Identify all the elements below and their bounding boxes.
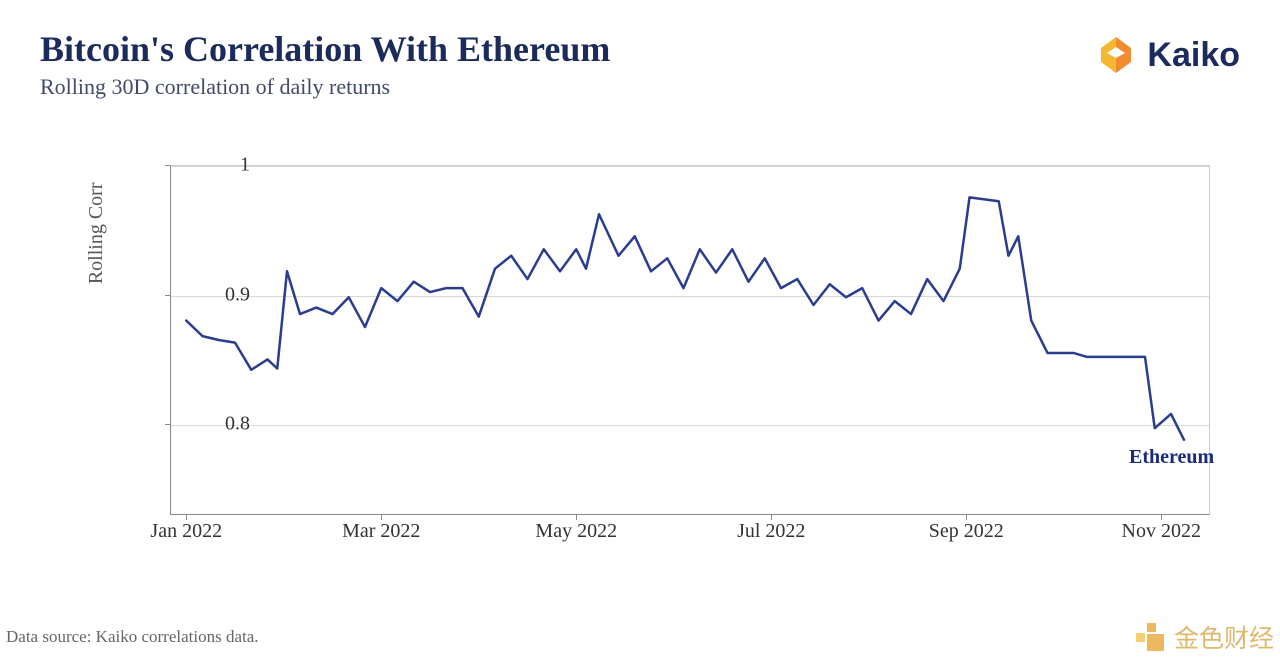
- line-chart-svg: [170, 165, 1210, 515]
- xtick-mark: [966, 515, 967, 520]
- watermark-icon: [1132, 619, 1168, 655]
- kaiko-logo-text: Kaiko: [1147, 36, 1240, 75]
- ytick-mark: [165, 424, 170, 425]
- xtick-label: Mar 2022: [342, 520, 420, 543]
- series-label-ethereum: Ethereum: [1129, 446, 1214, 469]
- ytick-mark: [165, 295, 170, 296]
- xtick-label: Jan 2022: [150, 520, 222, 543]
- xtick-label: Sep 2022: [929, 520, 1004, 543]
- xtick-mark: [186, 515, 187, 520]
- kaiko-logo: Kaiko: [1095, 34, 1240, 76]
- xtick-mark: [381, 515, 382, 520]
- watermark-text: 金色财经: [1174, 619, 1274, 655]
- chart-container: Rolling Corr 0.80.91 Jan 2022Mar 2022May…: [105, 155, 1235, 555]
- kaiko-logo-icon: [1095, 34, 1137, 76]
- chart-title: Bitcoin's Correlation With Ethereum: [40, 28, 1095, 70]
- title-block: Bitcoin's Correlation With Ethereum Roll…: [40, 28, 1095, 100]
- ytick-mark: [165, 165, 170, 166]
- data-source-footer: Data source: Kaiko correlations data.: [6, 627, 259, 647]
- chart-subtitle: Rolling 30D correlation of daily returns: [40, 74, 1095, 100]
- xtick-mark: [771, 515, 772, 520]
- watermark: 金色财经: [1132, 619, 1274, 655]
- xtick-label: Jul 2022: [737, 520, 805, 543]
- ytick-label: 0.8: [200, 413, 250, 436]
- xtick-mark: [576, 515, 577, 520]
- ytick-label: 0.9: [200, 283, 250, 306]
- header: Bitcoin's Correlation With Ethereum Roll…: [0, 0, 1280, 108]
- xtick-label: May 2022: [535, 520, 617, 543]
- y-axis-label: Rolling Corr: [85, 182, 108, 284]
- ytick-label: 1: [200, 154, 250, 177]
- xtick-mark: [1161, 515, 1162, 520]
- xtick-label: Nov 2022: [1122, 520, 1201, 543]
